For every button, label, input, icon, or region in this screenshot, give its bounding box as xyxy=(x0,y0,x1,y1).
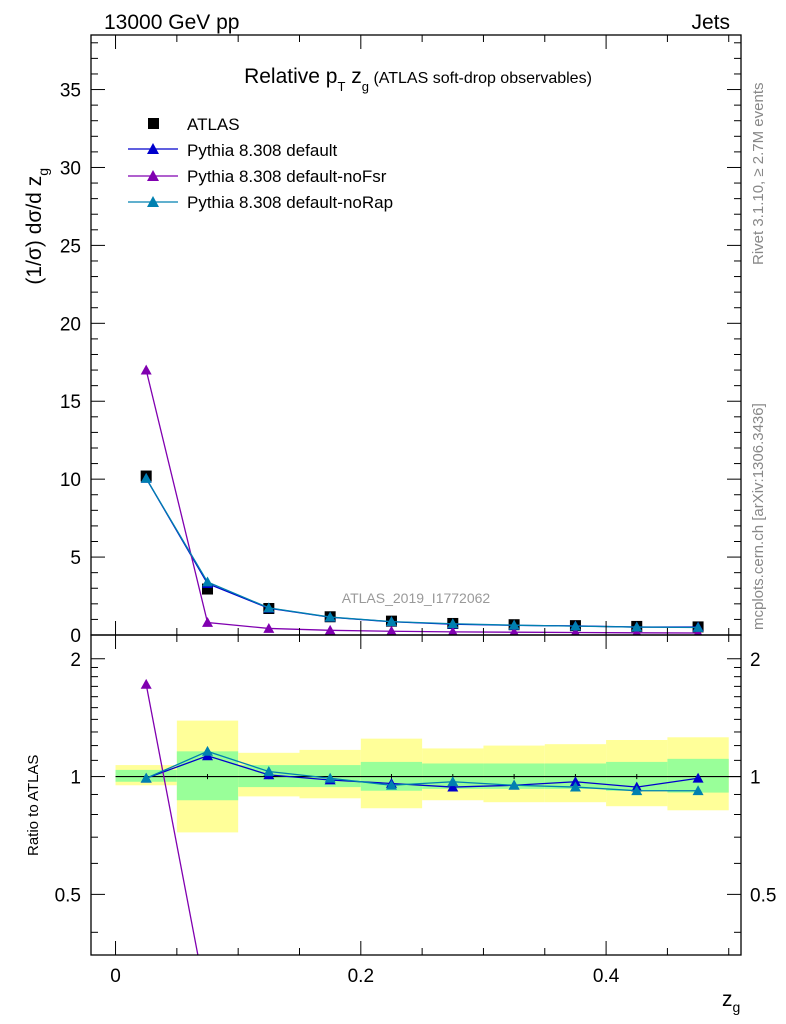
main-point-norap-0 xyxy=(140,472,152,483)
legend-marker-nofsr xyxy=(147,170,159,181)
legend-marker-atlas xyxy=(148,118,159,129)
main-point-atlas-1 xyxy=(202,583,214,595)
main-point-nofsr-7 xyxy=(570,627,580,635)
main-ylabel-main: (1/σ) dσ/d z xyxy=(23,176,46,285)
main-point-norap-1 xyxy=(202,576,214,587)
ratio-point-nofsr-0 xyxy=(140,678,152,689)
ratio-point-norap-1 xyxy=(202,745,214,756)
ratio-point-nofsr-8 xyxy=(631,1007,642,1017)
ratio-point-nofsr-7 xyxy=(570,994,581,1004)
ratio-point-nofsr-5 xyxy=(447,994,458,1004)
ratio-xtick-label-2: 0.4 xyxy=(593,966,620,987)
main-ytick-label-0: 0 xyxy=(70,626,81,647)
title-sub-1: T xyxy=(337,79,345,94)
ratio-point-default-5 xyxy=(447,781,459,792)
ratio-ytick-label-right-1: 1 xyxy=(750,768,761,789)
main-point-nofsr-3 xyxy=(324,624,336,635)
legend-label-nofsr: Pythia 8.308 default-noFsr xyxy=(187,167,387,186)
ratio-line-norap xyxy=(145,750,699,792)
ratio-point-norap-4 xyxy=(385,779,397,790)
main-point-norap-3 xyxy=(324,611,336,622)
ratio-point-default-7 xyxy=(569,776,581,787)
main-point-norap-7 xyxy=(569,620,581,631)
ratio-point-norap-8 xyxy=(631,785,643,796)
legend: ATLAS Pythia 8.308 default Pythia 8.308 … xyxy=(128,115,393,212)
mcplots-label: mcplots.cern.ch [arXiv:1306.3436] xyxy=(750,403,767,630)
ratio-point-norap-7 xyxy=(569,781,581,792)
ratio-ytick-label-left-0: 0.5 xyxy=(55,885,81,906)
legend-label-atlas: ATLAS xyxy=(187,115,240,134)
ratio-point-norap-6 xyxy=(508,779,520,790)
main-point-norap-9 xyxy=(692,622,704,632)
ratio-xlabel: zg xyxy=(722,988,740,1015)
ratio-point-norap-9 xyxy=(692,785,704,796)
main-ylabel-sub: g xyxy=(35,168,51,176)
ratio-point-norap-2 xyxy=(263,766,275,776)
main-point-norap-2 xyxy=(263,602,275,613)
watermark: ATLAS_2019_I1772062 xyxy=(342,590,491,606)
ratio-point-nofsr-3 xyxy=(325,1000,336,1010)
legend-item-nofsr: Pythia 8.308 default-noFsr xyxy=(128,167,387,186)
main-point-norap-5 xyxy=(447,618,459,629)
ratio-ytick-label-left-2: 2 xyxy=(70,650,81,671)
ratio-xlabel-main: z xyxy=(722,988,733,1011)
ratio-point-nofsr-1 xyxy=(202,1000,213,1010)
main-point-nofsr-5 xyxy=(448,626,458,635)
main-point-nofsr-6 xyxy=(509,626,519,635)
title-part-a: Relative p xyxy=(244,65,337,88)
main-point-norap-8 xyxy=(631,621,643,632)
ratio-xlabel-sub: g xyxy=(733,999,741,1015)
ratio-ytick-label-right-0: 0.5 xyxy=(750,885,776,906)
main-ytick-label-5: 25 xyxy=(60,236,81,257)
main-point-nofsr-0 xyxy=(140,364,152,375)
ratio-xtick-label-0: 0 xyxy=(110,966,121,987)
ratio-xtick-label-1: 0.2 xyxy=(348,966,374,987)
main-point-norap-6 xyxy=(508,619,520,630)
header-right: Jets xyxy=(691,11,730,34)
ratio-panel-frame xyxy=(90,634,742,956)
ratio-panel: 0 0.2 0.4 0.5 0.5 1 1 2 2 Ratio to ATLAS zg xyxy=(25,634,776,1017)
ratio-ylabel: Ratio to ATLAS xyxy=(25,755,42,856)
header-left: 13000 GeV pp xyxy=(104,11,239,34)
legend-marker-norap xyxy=(147,196,159,207)
ratio-point-nofsr-9 xyxy=(693,1007,704,1017)
main-ytick-label-3: 15 xyxy=(60,392,81,413)
legend-item-atlas: ATLAS xyxy=(148,115,240,134)
ratio-point-nofsr-4 xyxy=(386,994,397,1004)
ratio-ytick-label-right-2: 2 xyxy=(750,650,761,671)
main-point-nofsr-4 xyxy=(386,625,397,635)
main-ytick-label-6: 30 xyxy=(60,158,81,179)
main-ytick-label-7: 35 xyxy=(60,81,81,102)
title-sub-2: g xyxy=(362,79,369,94)
main-ylabel: (1/σ) dσ/d zg xyxy=(23,168,51,285)
ratio-point-nofsr-6 xyxy=(509,994,520,1004)
main-ytick-label-2: 10 xyxy=(60,470,81,491)
title-part-b: z xyxy=(345,65,361,88)
legend-label-norap: Pythia 8.308 default-noRap xyxy=(187,193,393,212)
main-ytick-label-4: 20 xyxy=(60,314,81,335)
main-panel: 0 5 10 15 20 25 30 35 ATLAS_2019_I1772062 Relat… xyxy=(23,34,742,647)
ratio-ytick-label-left-1: 1 xyxy=(70,768,81,789)
main-ytick-label-1: 5 xyxy=(70,548,81,569)
ratio-point-norap-0 xyxy=(140,772,152,783)
ratio-line-default xyxy=(145,755,699,788)
ratio-point-default-9 xyxy=(692,772,704,783)
ratio-point-norap-3 xyxy=(324,772,336,783)
chart-title: Relative pT zg (ATLAS soft-drop observab… xyxy=(244,65,592,94)
main-point-nofsr-1 xyxy=(202,617,214,627)
main-point-norap-4 xyxy=(385,616,397,626)
rivet-label: Rivet 3.1.10, ≥ 2.7M events xyxy=(750,83,767,266)
title-part-c: (ATLAS soft-drop observables) xyxy=(369,70,592,87)
ratio-point-nofsr-2 xyxy=(263,1007,274,1017)
main-point-nofsr-2 xyxy=(263,622,275,633)
legend-item-norap: Pythia 8.308 default-noRap xyxy=(128,193,393,212)
legend-item-default: Pythia 8.308 default xyxy=(128,141,338,160)
legend-label-default: Pythia 8.308 default xyxy=(187,141,338,160)
ratio-point-norap-5 xyxy=(447,776,459,787)
legend-marker-default xyxy=(147,143,159,154)
